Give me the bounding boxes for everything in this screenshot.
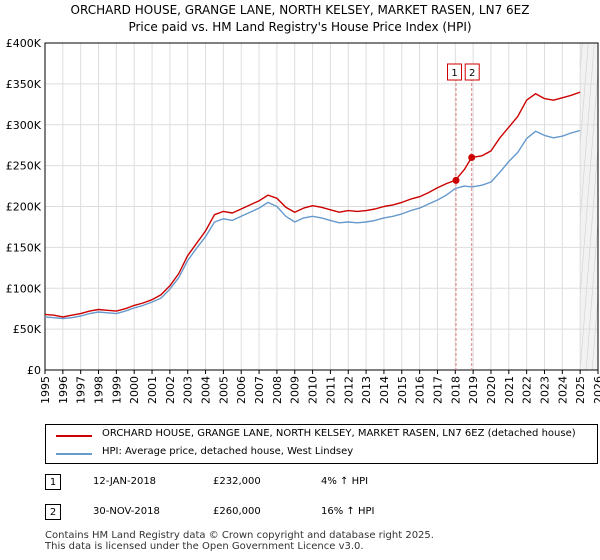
x-tick-label: 2026: [592, 376, 600, 404]
transaction-badge-1: 1: [45, 474, 61, 490]
x-tick-label: 1995: [39, 376, 52, 404]
legend-item-hpi: HPI: Average price, detached house, West…: [46, 445, 597, 463]
annotation-label-2: 2: [469, 68, 475, 79]
transaction-date-1: 12-JAN-2018: [93, 476, 157, 487]
x-tick-label: 2023: [538, 376, 551, 404]
footer-line-2: This data is licensed under the Open Gov…: [45, 541, 364, 552]
legend-label-property: ORCHARD HOUSE, GRANGE LANE, NORTH KELSEY…: [102, 428, 576, 439]
y-tick-label: £300K: [6, 119, 42, 132]
x-tick-label: 2017: [431, 376, 444, 404]
property-price-line: [44, 91, 581, 318]
x-tick-label: 2015: [396, 376, 409, 404]
x-tick-label: 2016: [414, 376, 427, 404]
x-tick-label: 2020: [485, 376, 498, 404]
x-tick-label: 2019: [467, 376, 480, 404]
transaction-date-2: 30-NOV-2018: [93, 506, 160, 517]
x-tick-label: 2012: [342, 376, 355, 404]
sale-point-1: [452, 176, 460, 184]
y-tick-label: £0: [27, 364, 41, 377]
transaction-price-2: £260,000: [213, 506, 261, 517]
transaction-hpi-1: 4% ↑ HPI: [321, 476, 369, 487]
x-tick-label: 2007: [253, 376, 266, 404]
chart-title-line-1: ORCHARD HOUSE, GRANGE LANE, NORTH KELSEY…: [71, 3, 530, 17]
x-tick-label: 1997: [75, 376, 88, 404]
x-tick-label: 2025: [574, 376, 587, 404]
footer: Contains HM Land Registry data © Crown c…: [45, 530, 434, 552]
x-tick-label: 2013: [360, 376, 373, 404]
legend-swatch-blue: [56, 453, 92, 455]
price-chart: ORCHARD HOUSE, GRANGE LANE, NORTH KELSEY…: [6, 3, 600, 404]
x-tick-label: 2005: [217, 376, 230, 404]
y-tick-label: £400K: [6, 37, 42, 50]
legend-label-hpi: HPI: Average price, detached house, West…: [102, 446, 354, 457]
y-tick-label: £200K: [6, 201, 42, 214]
y-tick-label: £150K: [6, 241, 42, 254]
x-tick-label: 2004: [200, 376, 213, 404]
transaction-hpi-2: 16% ↑ HPI: [321, 506, 375, 517]
legend: ORCHARD HOUSE, GRANGE LANE, NORTH KELSEY…: [45, 424, 598, 464]
x-tick-label: 2014: [378, 376, 391, 404]
x-tick-label: 2001: [146, 376, 159, 404]
x-tick-label: 2011: [324, 376, 337, 404]
y-tick-label: £50K: [13, 323, 42, 336]
legend-item-property: ORCHARD HOUSE, GRANGE LANE, NORTH KELSEY…: [46, 427, 597, 445]
x-tick-label: 2006: [235, 376, 248, 404]
x-tick-label: 2009: [289, 376, 302, 404]
y-tick-label: £250K: [6, 160, 42, 173]
x-tick-label: 2002: [164, 376, 177, 404]
x-tick-label: 2000: [128, 376, 141, 404]
sale-point-2: [468, 153, 476, 161]
annotation-box-2: [464, 63, 480, 81]
x-tick-label: 1996: [57, 376, 70, 404]
chart-title-line-2: Price paid vs. HM Land Registry's House …: [128, 20, 471, 34]
x-tick-label: 2018: [449, 376, 462, 404]
x-tick-label: 2022: [521, 376, 534, 404]
y-tick-label: £100K: [6, 282, 42, 295]
transaction-price-1: £232,000: [213, 476, 261, 487]
hpi-line: [44, 129, 581, 320]
plot-frame: [44, 42, 599, 371]
x-tick-label: 2003: [182, 376, 195, 404]
legend-swatch-red: [56, 435, 92, 437]
x-tick-label: 2024: [556, 376, 569, 404]
x-tick-label: 2008: [271, 376, 284, 404]
x-tick-label: 2010: [307, 376, 320, 404]
future-hatch-line: [585, 218, 599, 370]
x-tick-label: 1999: [110, 376, 123, 404]
x-tick-label: 1998: [93, 376, 106, 404]
y-tick-label: £350K: [6, 78, 42, 91]
future-hatch-line: [580, 43, 589, 149]
annotation-label-1: 1: [451, 68, 457, 79]
transaction-badge-2: 2: [45, 504, 61, 520]
footer-line-1: Contains HM Land Registry data © Crown c…: [45, 530, 434, 541]
x-tick-label: 2021: [503, 376, 516, 404]
annotation-box-1: [447, 63, 463, 81]
future-hatch-line: [591, 293, 599, 370]
